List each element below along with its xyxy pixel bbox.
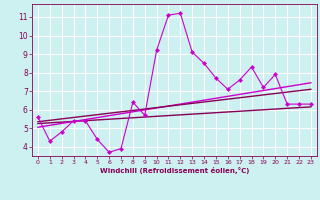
X-axis label: Windchill (Refroidissement éolien,°C): Windchill (Refroidissement éolien,°C) — [100, 167, 249, 174]
